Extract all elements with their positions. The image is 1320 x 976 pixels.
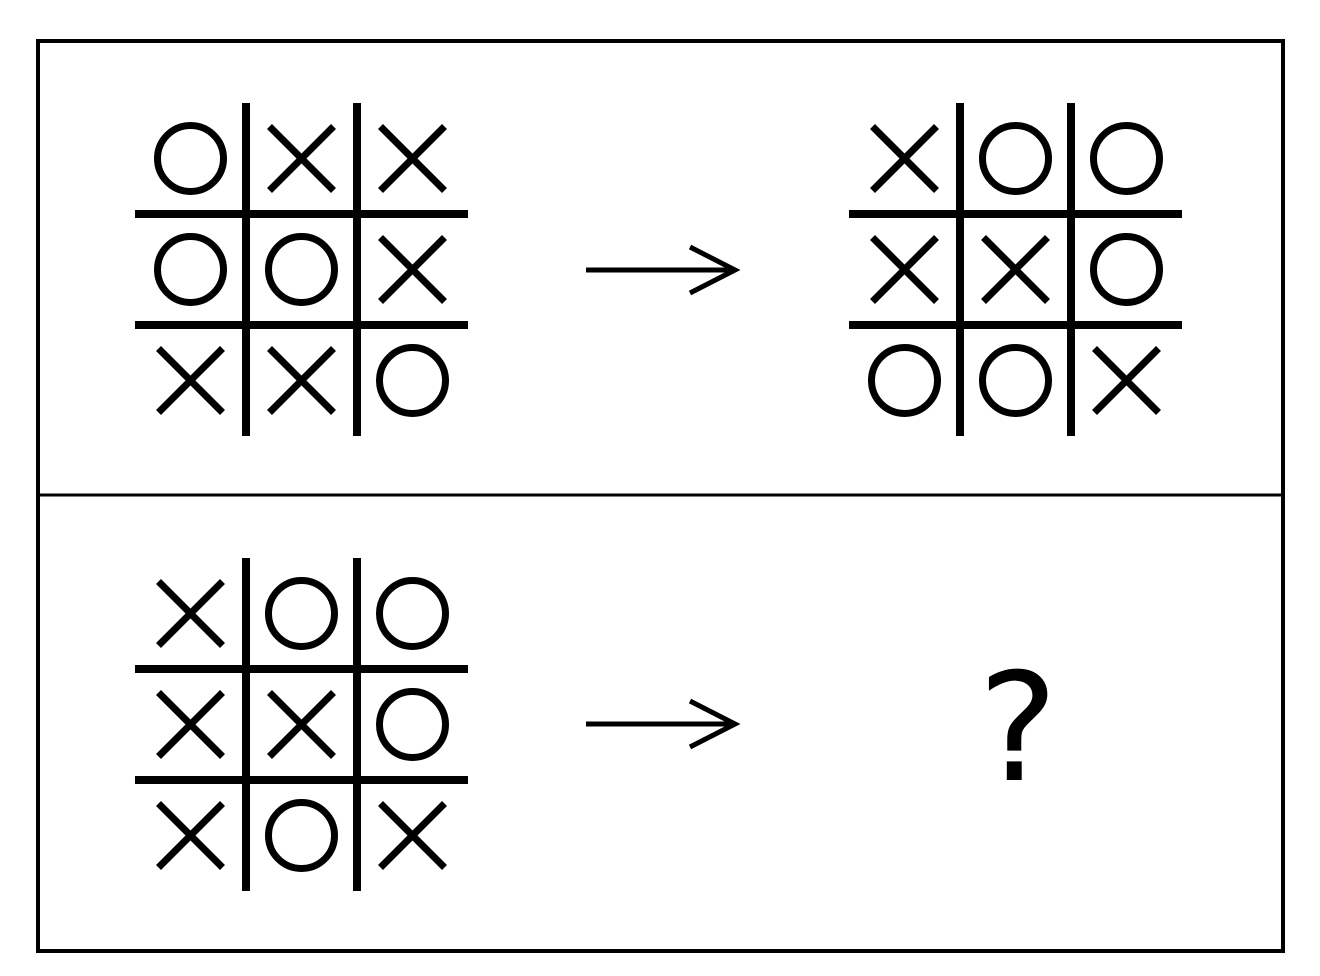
o-mark — [376, 577, 449, 650]
o-mark — [1090, 122, 1163, 195]
input-grid — [135, 103, 468, 436]
x-mark — [378, 801, 447, 870]
x-mark — [870, 235, 939, 304]
x-mark — [267, 346, 336, 415]
o-mark — [376, 688, 449, 761]
o-mark — [154, 122, 227, 195]
x-mark — [1092, 346, 1161, 415]
arrow-icon — [586, 698, 741, 750]
o-mark — [868, 344, 941, 417]
example-panel — [135, 103, 1182, 436]
o-mark — [265, 577, 338, 650]
arrow-icon — [586, 244, 741, 296]
o-mark — [154, 233, 227, 306]
input-grid — [135, 558, 468, 891]
output-grid — [849, 103, 1182, 436]
question-panel: ? — [135, 558, 1058, 891]
x-mark — [378, 235, 447, 304]
o-mark — [376, 344, 449, 417]
o-mark — [1090, 233, 1163, 306]
o-mark — [265, 799, 338, 872]
o-mark — [265, 233, 338, 306]
x-mark — [156, 579, 225, 648]
x-mark — [156, 690, 225, 759]
x-mark — [870, 124, 939, 193]
x-mark — [981, 235, 1050, 304]
x-mark — [156, 346, 225, 415]
o-mark — [979, 122, 1052, 195]
x-mark — [267, 690, 336, 759]
unknown-result: ? — [978, 642, 1058, 816]
o-mark — [979, 344, 1052, 417]
x-mark — [267, 124, 336, 193]
x-mark — [378, 124, 447, 193]
x-mark — [156, 801, 225, 870]
